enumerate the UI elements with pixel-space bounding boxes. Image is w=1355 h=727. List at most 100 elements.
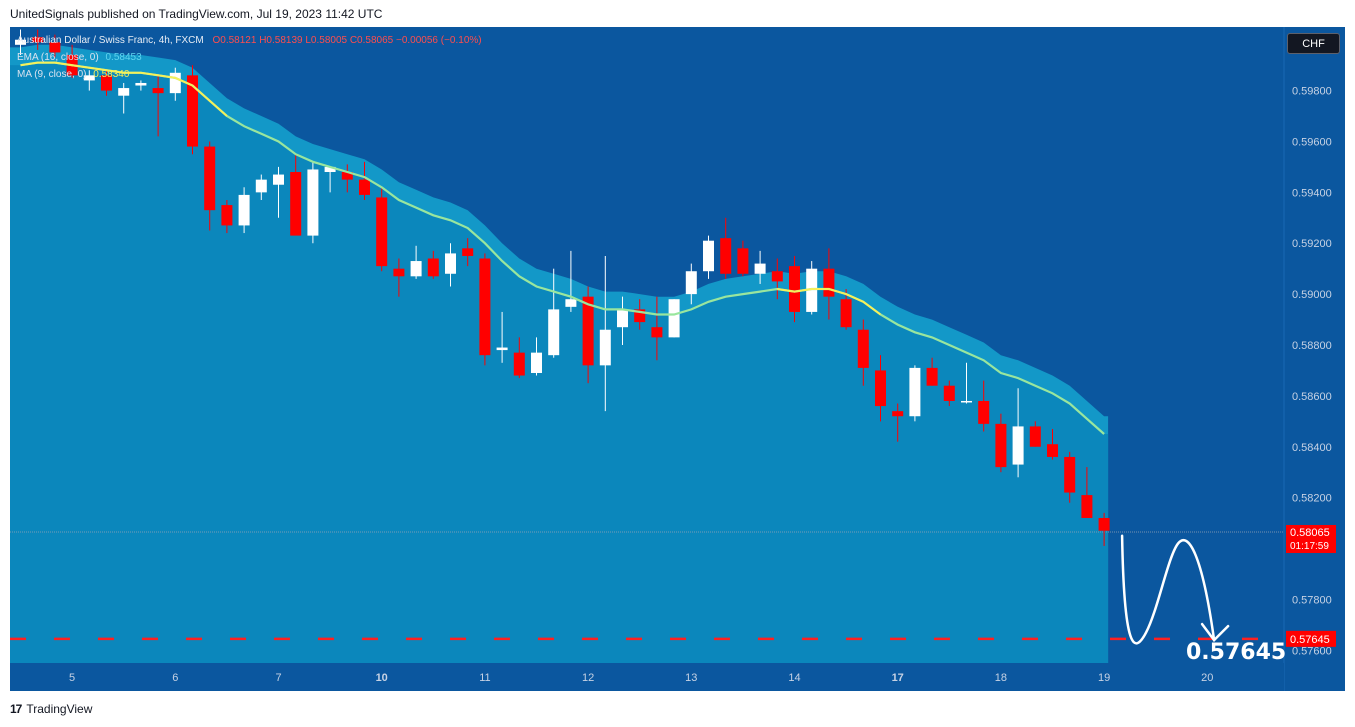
candle-body [359,179,370,195]
candle-body [617,309,628,328]
candle [909,365,921,422]
candle [376,187,388,272]
candle-body [875,370,886,407]
time-tick-label: 17 [892,672,904,684]
footer-brand[interactable]: TradingView [26,702,93,716]
candle-body [840,299,852,328]
last-price-tag [1286,524,1336,553]
candle-body [32,37,44,43]
arrow-down-icon [1200,622,1230,643]
legend-ema: EMA (16, close, 0) [17,52,99,63]
candle-body [290,172,302,236]
candle-body [926,367,938,386]
candle [754,250,766,284]
candle [668,299,680,338]
currency-button[interactable]: CHF [1287,33,1340,54]
candle [943,380,955,407]
candle-body [445,253,456,274]
candle-body [892,411,904,417]
candle [978,380,990,432]
candle [651,296,663,361]
candle-body [668,299,680,338]
candle [565,250,577,312]
candle [462,238,474,267]
tradingview-logo-icon: 17 [10,702,22,716]
candle-body [1029,426,1041,447]
candle [737,240,749,277]
candle-body [857,329,869,368]
ma-line-segment [20,61,228,117]
time-tick-label: 18 [995,672,1007,684]
legend-ma-row: MA (9, close, 0) 0.58340 [17,69,129,80]
candle [359,161,370,200]
candle-body [548,309,560,356]
target-price-tag [1286,630,1336,647]
candle-body [565,299,577,307]
candle-body [943,385,955,401]
legend-ma: MA (9, close, 0) [17,69,87,80]
candle [1098,512,1110,546]
candle [1047,428,1058,460]
candle-body [634,309,646,323]
candle-body [376,197,388,267]
legend-symbol-row: Australian Dollar / Swiss Franc, 4h, FXC… [17,35,482,46]
candle [273,166,284,218]
candle [341,164,353,193]
line-layer [20,61,1105,435]
price-tick-label: 0.57800 [1292,594,1332,606]
candle-body [169,72,181,94]
candle [324,166,336,193]
target-price-label: 0.57645 [1290,634,1330,646]
legend-ma-value: 0.58340 [93,69,130,80]
last-price-label: 0.58065 [1290,527,1330,539]
candle [857,319,869,386]
candle [135,80,147,91]
candle [789,255,800,323]
candle-body [341,172,353,180]
candle-body [823,268,835,297]
candle [1029,421,1041,447]
candle-body [496,347,508,351]
candle-body [410,261,422,277]
candle [531,337,542,376]
candle-body [771,271,783,282]
time-tick-label: 12 [582,672,594,684]
price-tick-label: 0.58200 [1292,493,1332,505]
candle [617,296,628,345]
candle-body [685,271,697,295]
candle [15,29,26,55]
candle [307,161,319,244]
candle-body [255,179,267,193]
candle-body [1098,517,1110,531]
candle [1064,451,1076,503]
candle [83,70,95,91]
ma-line-segment [777,288,882,316]
price-tick-label: 0.57600 [1292,645,1332,657]
candle-body [582,296,594,366]
candle [961,362,972,404]
candle-body [135,82,147,86]
price-tick-label: 0.58400 [1292,442,1332,454]
candle-layer [15,29,1110,546]
candle-body [513,352,525,376]
candle [410,245,422,279]
candle-body [462,248,474,256]
candle-body [806,268,818,312]
price-tick-label: 0.59200 [1292,238,1332,250]
candle [703,235,714,279]
price-tick-label: 0.58600 [1292,391,1332,403]
candle [634,299,646,330]
price-tick-label: 0.59400 [1292,187,1332,199]
annotation-layer: 0.57645 [1120,534,1286,665]
candle-body [703,240,714,272]
price-tick-label: 0.59000 [1292,289,1332,301]
time-tick-label: 19 [1098,672,1110,684]
candle-body [152,88,164,94]
time-tick-label: 10 [376,672,388,684]
candle [1081,467,1093,518]
candle [393,258,405,297]
candle-body [1047,444,1058,457]
price-tick-label: 0.59600 [1292,136,1332,148]
time-axis [10,663,1284,691]
